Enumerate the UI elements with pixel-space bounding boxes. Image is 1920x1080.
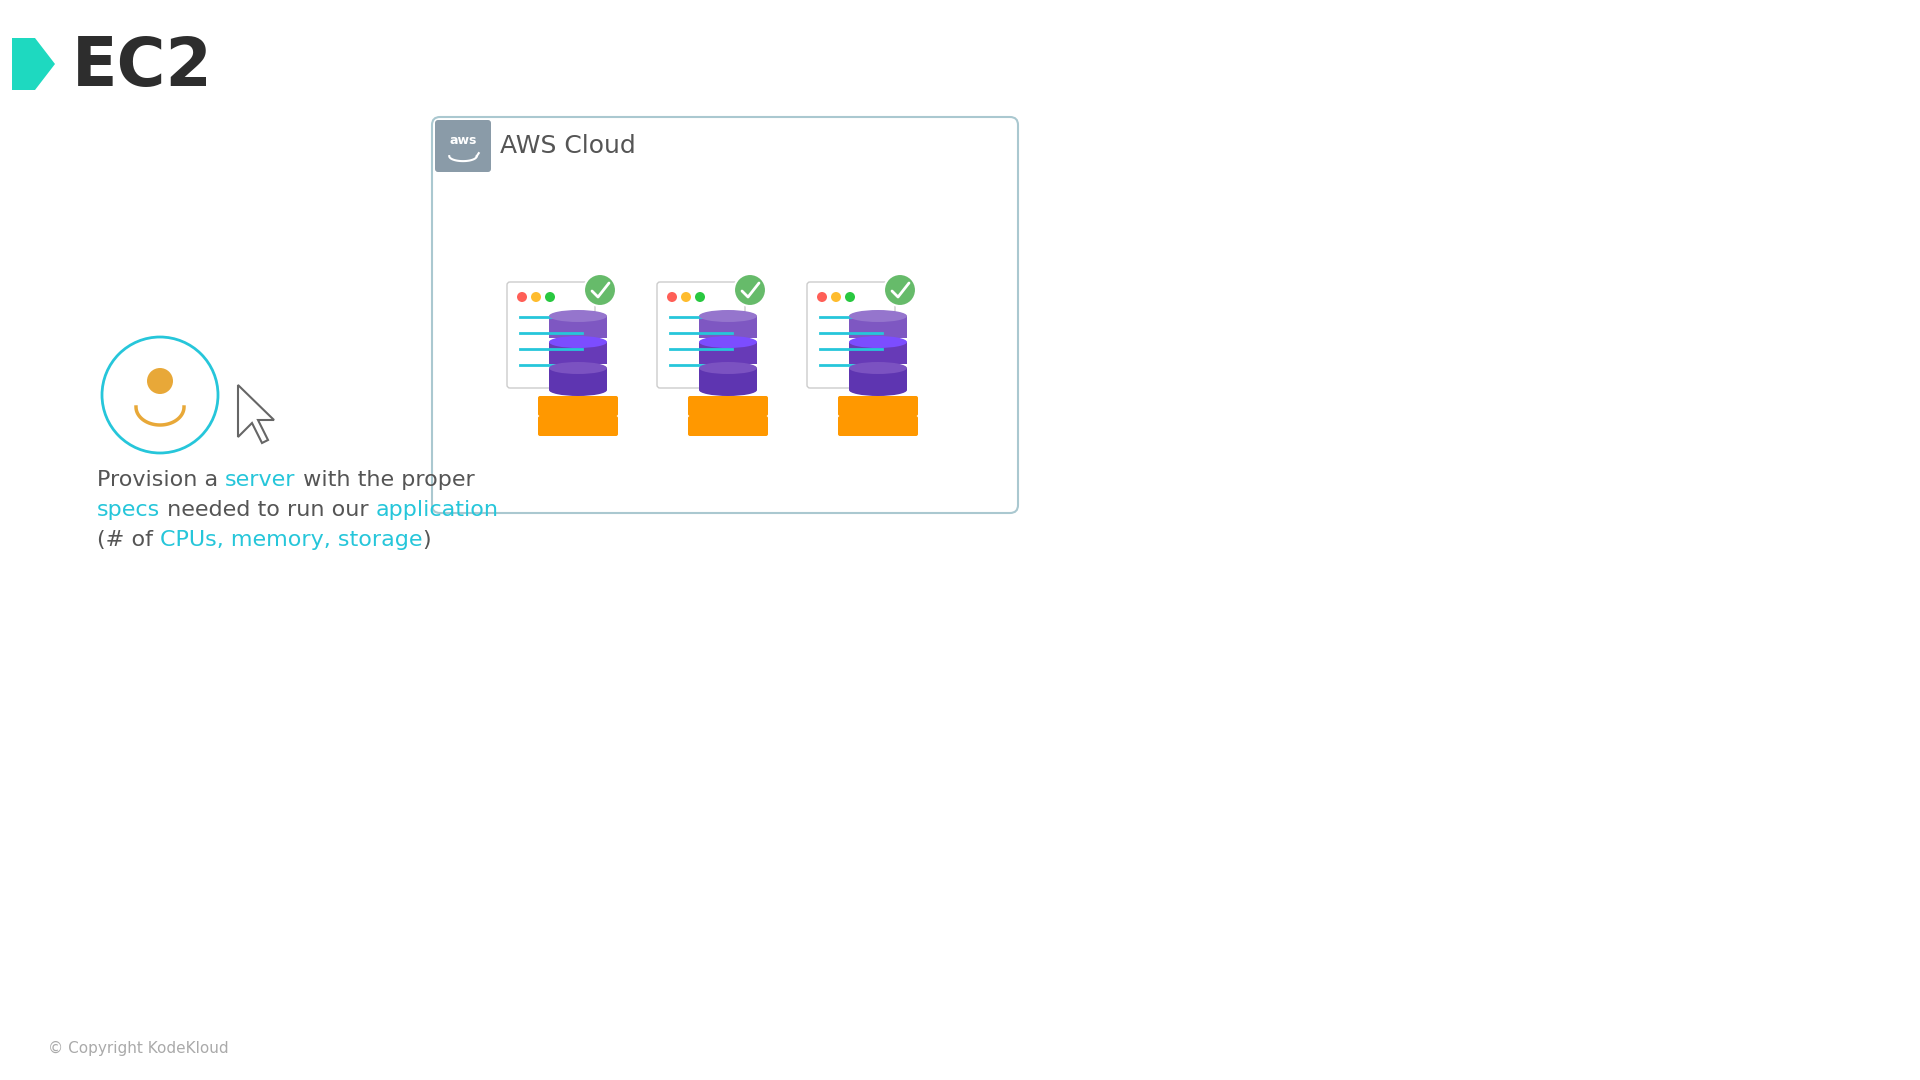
- Text: Provision a: Provision a: [98, 470, 225, 490]
- Text: server: server: [225, 470, 296, 490]
- Bar: [699, 316, 756, 338]
- Circle shape: [733, 274, 766, 306]
- Bar: [699, 342, 756, 364]
- Bar: [549, 316, 607, 338]
- Ellipse shape: [699, 310, 756, 322]
- Ellipse shape: [849, 362, 906, 374]
- Circle shape: [545, 292, 555, 302]
- FancyBboxPatch shape: [432, 117, 1018, 513]
- Text: ): ): [422, 530, 432, 550]
- Circle shape: [818, 292, 828, 302]
- Polygon shape: [12, 38, 56, 90]
- Ellipse shape: [699, 336, 756, 348]
- Ellipse shape: [699, 384, 756, 396]
- Text: with the proper: with the proper: [296, 470, 474, 490]
- FancyBboxPatch shape: [507, 282, 595, 388]
- FancyBboxPatch shape: [657, 282, 745, 388]
- Circle shape: [845, 292, 854, 302]
- Bar: [849, 342, 906, 364]
- FancyBboxPatch shape: [837, 416, 918, 436]
- Circle shape: [831, 292, 841, 302]
- Bar: [699, 368, 756, 390]
- Ellipse shape: [849, 310, 906, 322]
- FancyBboxPatch shape: [687, 416, 768, 436]
- Ellipse shape: [549, 336, 607, 348]
- Circle shape: [516, 292, 526, 302]
- Text: specs: specs: [98, 500, 159, 519]
- Text: aws: aws: [449, 134, 476, 147]
- FancyBboxPatch shape: [806, 282, 895, 388]
- Text: © Copyright KodeKloud: © Copyright KodeKloud: [48, 1040, 228, 1055]
- Ellipse shape: [699, 362, 756, 374]
- Circle shape: [584, 274, 616, 306]
- Bar: [849, 368, 906, 390]
- Ellipse shape: [849, 384, 906, 396]
- Text: application: application: [376, 500, 499, 519]
- Text: AWS Cloud: AWS Cloud: [499, 134, 636, 158]
- Circle shape: [682, 292, 691, 302]
- Text: needed to run our: needed to run our: [159, 500, 376, 519]
- Ellipse shape: [849, 336, 906, 348]
- FancyBboxPatch shape: [837, 396, 918, 416]
- Circle shape: [532, 292, 541, 302]
- Ellipse shape: [549, 310, 607, 322]
- Polygon shape: [238, 384, 275, 443]
- FancyBboxPatch shape: [436, 120, 492, 172]
- Text: CPUs, memory, storage: CPUs, memory, storage: [159, 530, 422, 550]
- Bar: [549, 368, 607, 390]
- FancyBboxPatch shape: [538, 396, 618, 416]
- Ellipse shape: [549, 362, 607, 374]
- Bar: [849, 316, 906, 338]
- Bar: [549, 342, 607, 364]
- Circle shape: [695, 292, 705, 302]
- Text: (# of: (# of: [98, 530, 159, 550]
- Circle shape: [148, 368, 173, 394]
- Text: EC2: EC2: [73, 33, 213, 100]
- Circle shape: [883, 274, 916, 306]
- FancyBboxPatch shape: [538, 416, 618, 436]
- FancyBboxPatch shape: [687, 396, 768, 416]
- Ellipse shape: [549, 384, 607, 396]
- Circle shape: [666, 292, 678, 302]
